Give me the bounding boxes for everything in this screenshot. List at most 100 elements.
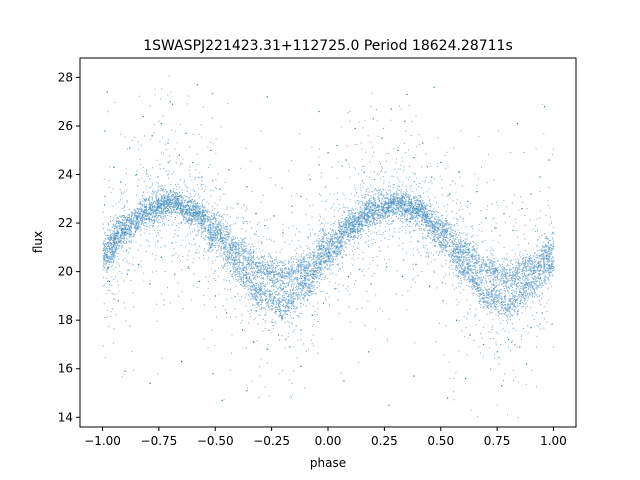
data-point-4	[135, 174, 138, 176]
x-tick-label-0: −1.00	[84, 434, 121, 448]
data-point-107	[516, 123, 519, 125]
data-point-19	[255, 212, 257, 215]
data-point-37	[413, 157, 415, 159]
data-point-90	[149, 382, 151, 384]
data-point-82	[469, 334, 471, 336]
data-point-75	[370, 283, 372, 285]
data-point-93	[246, 390, 248, 392]
data-point-66	[266, 348, 268, 350]
y-tick-label-5: 24	[58, 168, 73, 182]
data-point-105	[406, 93, 408, 96]
y-tick-label-1: 16	[58, 362, 73, 376]
data-point-77	[401, 276, 404, 278]
data-point-108	[318, 110, 320, 113]
y-tick-label-4: 22	[58, 216, 73, 230]
data-series-band-2	[102, 184, 555, 324]
data-point-45	[485, 217, 487, 219]
data-point-74	[359, 268, 361, 270]
x-tick-label-3: −0.25	[253, 434, 290, 448]
data-point-72	[334, 288, 336, 290]
data-point-32	[372, 118, 374, 120]
data-point-62	[214, 295, 216, 297]
data-point-8	[167, 142, 169, 144]
data-point-60	[187, 266, 189, 268]
data-point-47	[503, 212, 505, 215]
data-point-97	[413, 375, 415, 377]
data-point-43	[467, 200, 469, 202]
data-point-84	[496, 351, 498, 353]
data-point-95	[343, 380, 345, 382]
x-tick-label-1: −0.75	[141, 434, 178, 448]
data-point-64	[241, 329, 243, 331]
data-point-63	[226, 312, 228, 314]
data-point-61	[199, 280, 201, 282]
data-point-89	[124, 370, 126, 372]
data-point-92	[212, 373, 214, 375]
data-point-111	[433, 86, 435, 88]
data-series-band-1	[102, 175, 555, 298]
x-tick-label-7: 0.75	[484, 434, 511, 448]
data-point-33	[381, 137, 383, 139]
data-point-36	[404, 120, 406, 122]
data-point-40	[440, 161, 442, 164]
data-point-24	[300, 195, 302, 198]
x-axis-label: phase	[310, 456, 346, 470]
data-point-106	[169, 101, 171, 103]
data-point-57	[149, 283, 151, 285]
x-tick-label-8: 1.00	[540, 434, 567, 448]
data-point-110	[196, 84, 198, 86]
data-point-69	[300, 329, 302, 331]
data-point-0	[104, 130, 106, 132]
data-point-26	[318, 164, 320, 166]
data-point-25	[309, 178, 311, 181]
y-tick-label-3: 20	[58, 265, 73, 279]
x-tick-label-2: −0.50	[197, 434, 234, 448]
x-tick-label-5: 0.25	[371, 434, 398, 448]
data-point-53	[108, 280, 110, 282]
y-tick-label-2: 18	[58, 313, 73, 327]
data-point-41	[449, 193, 451, 195]
data-point-103	[388, 404, 390, 406]
data-point-73	[347, 276, 349, 278]
data-point-1	[113, 166, 115, 168]
data-point-76	[386, 266, 388, 268]
data-point-42	[458, 171, 460, 173]
data-point-71	[323, 302, 325, 304]
data-point-35	[397, 149, 399, 151]
data-point-65	[253, 341, 255, 343]
data-point-70	[311, 314, 313, 316]
data-point-6	[151, 135, 153, 137]
data-point-98	[447, 397, 449, 399]
y-axis-label: flux	[31, 231, 45, 253]
y-tick-label-0: 14	[58, 410, 73, 424]
data-point-31	[363, 171, 365, 173]
data-point-102	[221, 399, 223, 401]
data-point-54	[117, 300, 119, 302]
data-point-48	[512, 229, 514, 232]
data-point-18	[246, 186, 248, 188]
data-point-5	[142, 115, 144, 117]
data-point-3	[129, 147, 131, 149]
data-point-28	[336, 144, 338, 147]
y-tick-label-6: 26	[58, 119, 73, 133]
data-point-68	[289, 346, 291, 348]
data-point-101	[525, 363, 528, 365]
data-point-51	[539, 176, 541, 178]
data-point-15	[219, 188, 221, 190]
data-point-12	[192, 161, 194, 164]
data-point-81	[456, 319, 458, 321]
data-point-39	[431, 176, 433, 178]
data-point-79	[429, 285, 431, 287]
data-point-29	[345, 159, 347, 161]
data-point-11	[185, 132, 187, 134]
y-axis: 14 16 18 20 22 24 26 28	[58, 70, 80, 424]
y-tick-label-7: 28	[58, 70, 73, 84]
data-point-16	[228, 169, 230, 171]
data-point-112	[106, 91, 108, 93]
data-point-80	[442, 300, 444, 302]
data-point-78	[415, 263, 417, 265]
data-point-87	[530, 327, 532, 329]
data-point-2	[120, 181, 122, 183]
data-point-55	[126, 273, 128, 275]
data-point-59	[174, 273, 176, 275]
